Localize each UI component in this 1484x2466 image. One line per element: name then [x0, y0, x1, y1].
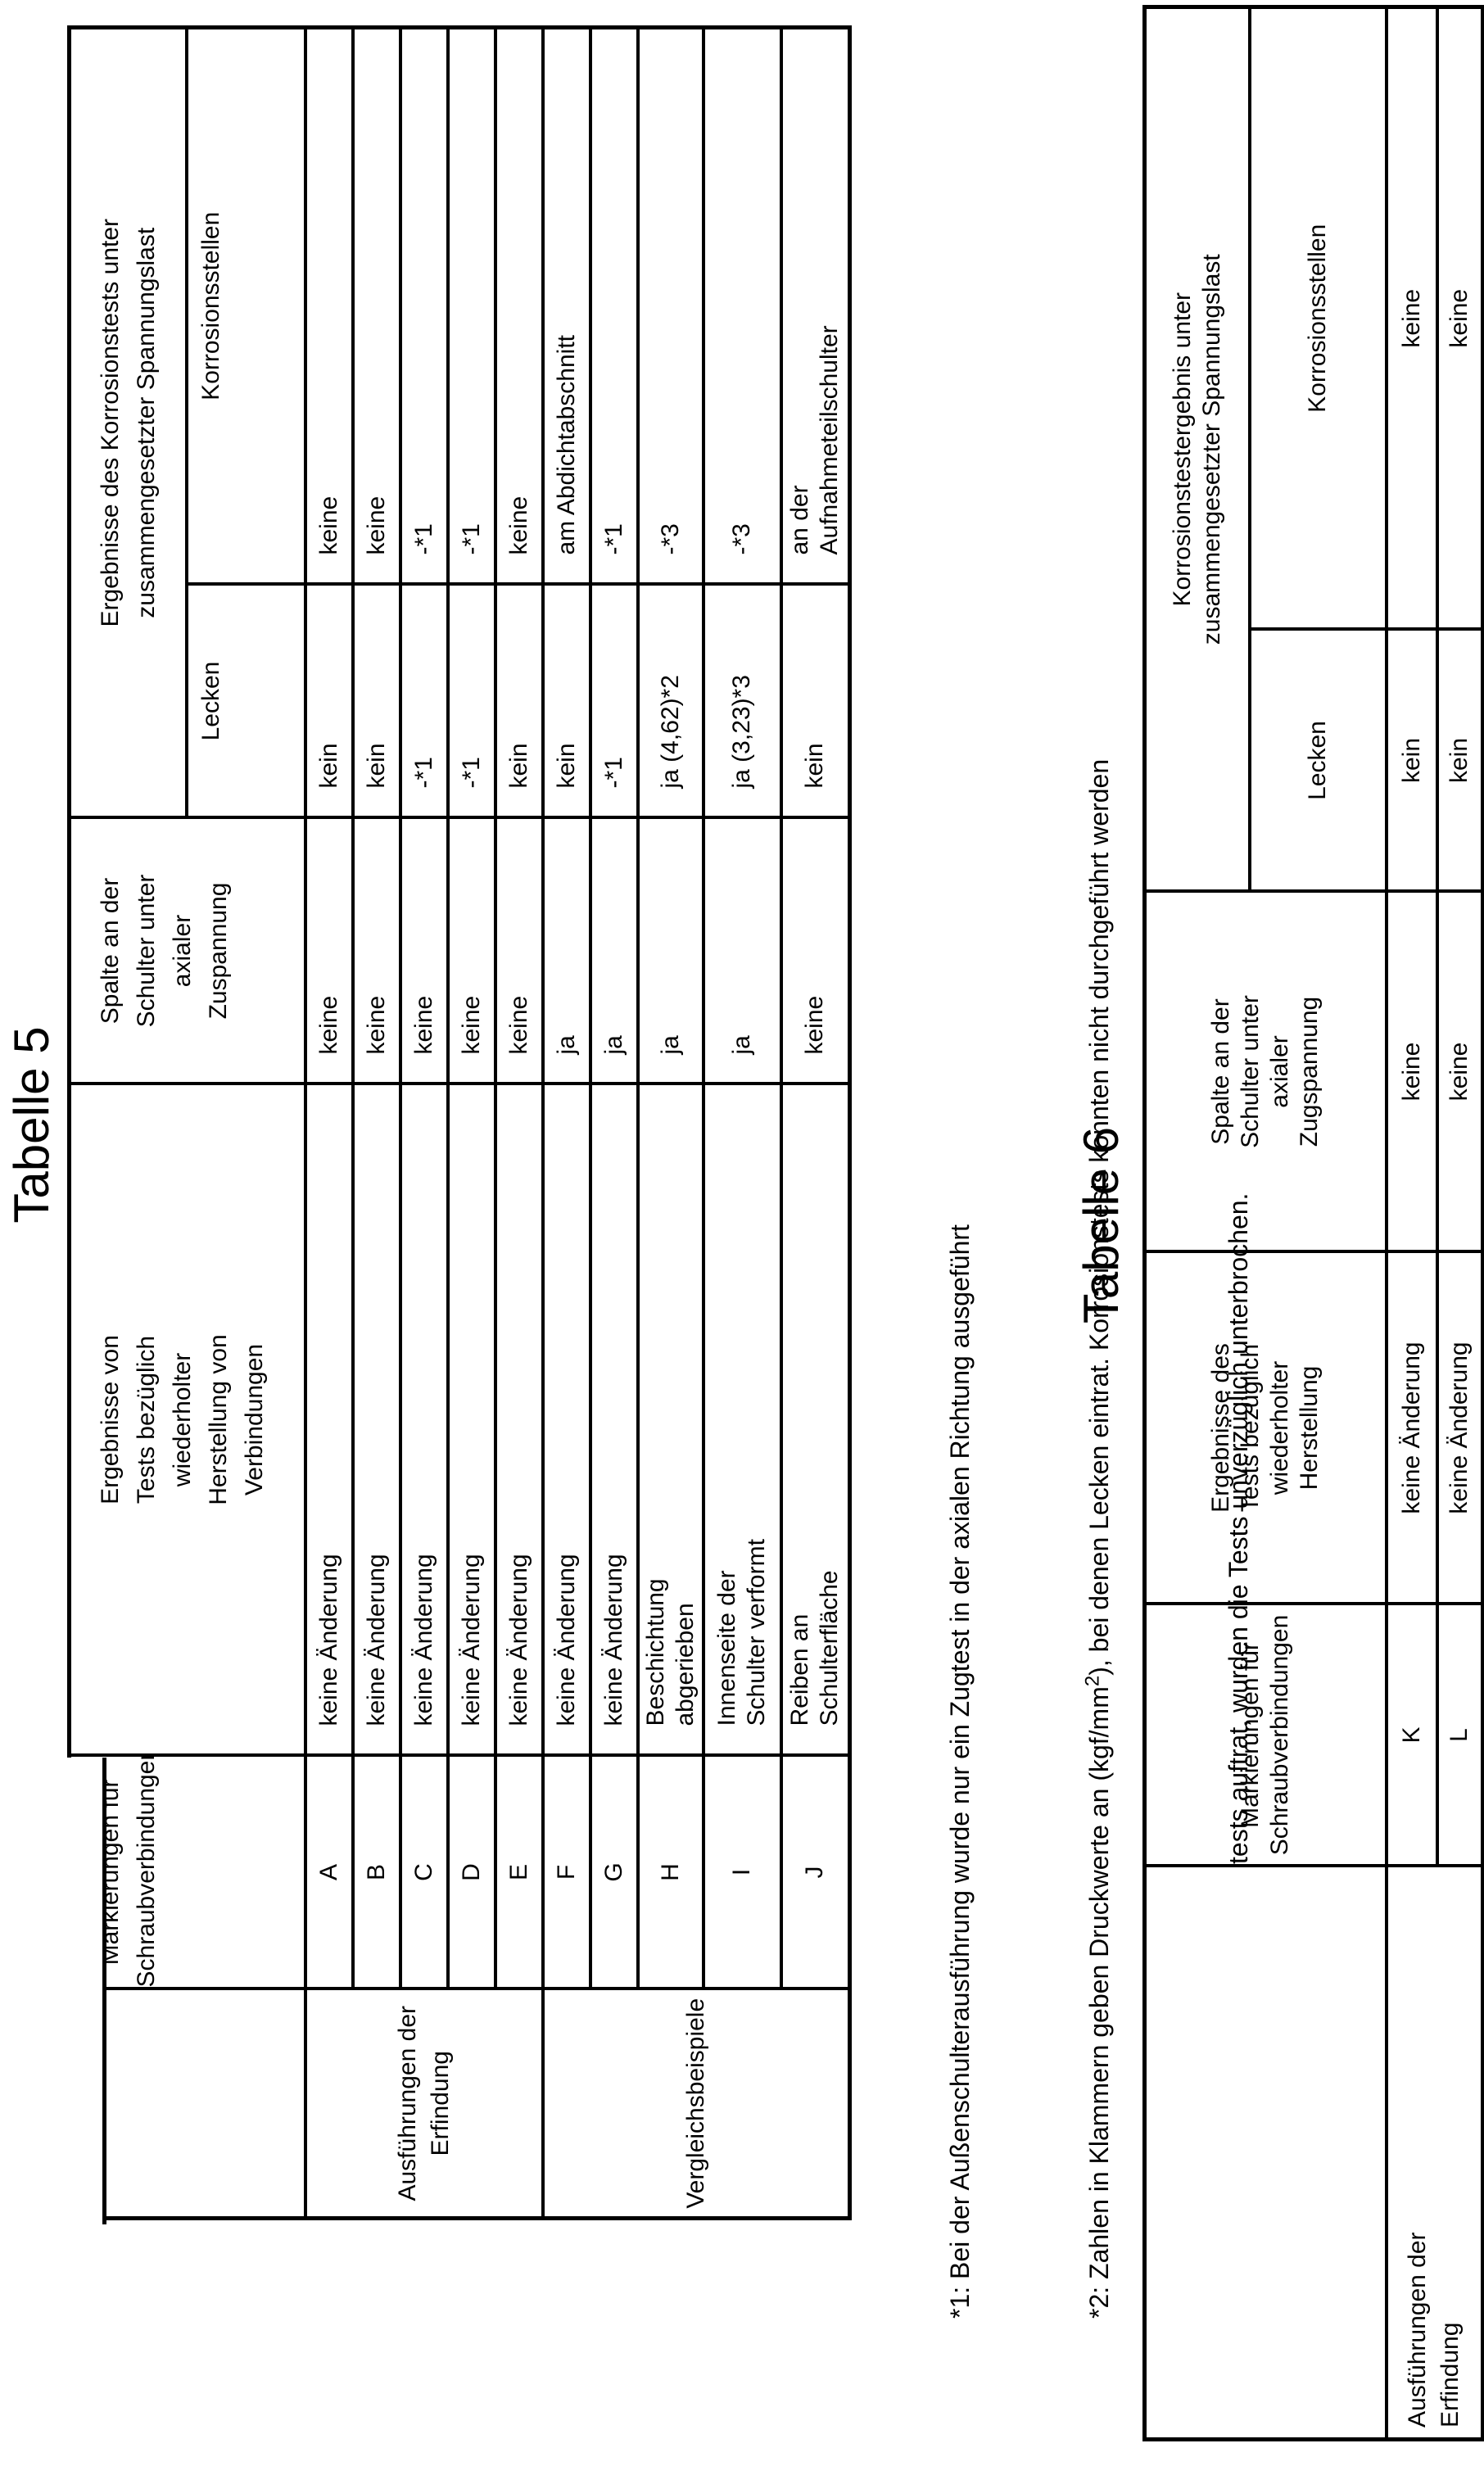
- table5-row-D: D keine Änderung keine -*1 -*1: [447, 27, 495, 2219]
- t5-header-leak: Lecken: [186, 584, 305, 818]
- t5-mark: G: [590, 1755, 638, 1989]
- t5-gap: keine: [352, 817, 400, 1084]
- t5-mark: J: [780, 1755, 850, 1989]
- t6-gap: keine: [1386, 891, 1437, 1252]
- t6-mark: K: [1386, 1604, 1437, 1866]
- table6-title: Tabelle 6: [1074, 1126, 1129, 1324]
- t6-header-sites: Korrosionsstellen: [1249, 7, 1387, 630]
- t5-mark: C: [400, 1755, 448, 1989]
- t5-mark: B: [352, 1755, 400, 1989]
- t6-leak: kein: [1386, 629, 1437, 892]
- t5-header-sites: Korrosionsstellen: [186, 27, 305, 585]
- t6-group-invention: Ausführungen der Erfindung: [1386, 1866, 1483, 2440]
- t5-sites: -*3: [637, 27, 704, 585]
- t5-sites: keine: [495, 27, 543, 585]
- t6-gap: keine: [1436, 891, 1483, 1252]
- t6-header-repeat-tests: Ergebnisse des Tests bezüglich wiederhol…: [1144, 1251, 1387, 1604]
- t5-gap: ja: [637, 817, 704, 1084]
- t6-header-markings: Markierungen für Schraubverbindungen: [1144, 1604, 1387, 1866]
- t5-leak: ja (4,62)*2: [637, 584, 704, 818]
- table-5: Markierungen für Schraubverbindungen Erg…: [67, 25, 852, 2220]
- footnote-1: *1: Bei der Außenschulterausführung wurd…: [945, 1224, 975, 2319]
- t5-sites: am Abdichtabschnitt: [542, 27, 590, 585]
- t5-sites: -*1: [447, 27, 495, 585]
- table6-header-row-1: Markierungen für Schraubverbindungen Erg…: [1144, 7, 1387, 2440]
- t5-repeat: keine Änderung: [495, 1084, 543, 1756]
- t6-header-leak: Lecken: [1249, 629, 1387, 892]
- t5-mark: H: [637, 1755, 704, 1989]
- t5-gap: ja: [703, 817, 781, 1084]
- t5-leak: kein: [352, 584, 400, 818]
- t5-mark: A: [305, 1755, 353, 1989]
- t5-mark: F: [542, 1755, 590, 1989]
- table5-row-J: J Reiben an Schulterfläche keine kein an…: [780, 27, 850, 2219]
- t5-leak: -*1: [400, 584, 448, 818]
- table5-row-C: C keine Änderung keine -*1 -*1: [400, 27, 448, 2219]
- t5-repeat: keine Änderung: [590, 1084, 638, 1756]
- table5-row-F: Vergleichsbeispiele F keine Änderung ja …: [542, 27, 850, 2219]
- t5-gap: ja: [542, 817, 590, 1084]
- table5-row-A: Ausführungen der Erfindung A keine Änder…: [305, 27, 543, 2219]
- t6-repeat: keine Änderung: [1436, 1251, 1483, 1604]
- table5-title: Tabelle 5: [4, 1026, 59, 1224]
- t5-repeat: keine Änderung: [400, 1084, 448, 1756]
- t5-gap: keine: [495, 817, 543, 1084]
- t5-repeat: keine Änderung: [447, 1084, 495, 1756]
- t5-gap: keine: [447, 817, 495, 1084]
- t5-header-repeat-tests: Ergebnisse von Tests bezüglich wiederhol…: [69, 1084, 305, 1756]
- t5-repeat: Reiben an Schulterfläche: [780, 1084, 850, 1756]
- t5-repeat: keine Änderung: [542, 1084, 590, 1756]
- table6-row-K: Ausführungen der Erfindung K keine Änder…: [1386, 7, 1483, 2440]
- t5-leak: kein: [495, 584, 543, 818]
- t5-gap: keine: [400, 817, 448, 1084]
- t5-sites: keine: [352, 27, 400, 585]
- table5-top-step: [61, 1758, 106, 2224]
- t5-gap: ja: [590, 817, 638, 1084]
- t5-mark: D: [447, 1755, 495, 1989]
- t5-leak: kein: [542, 584, 590, 818]
- t5-gap: keine: [305, 817, 353, 1084]
- t5-repeat: Innenseite der Schulter verformt: [703, 1084, 781, 1756]
- t5-mark: I: [703, 1755, 781, 1989]
- t5-header-corrosion-group: Ergebnisse des Korrosionstests unter zus…: [69, 27, 187, 818]
- table-6: Markierungen für Schraubverbindungen Erg…: [1142, 4, 1484, 2441]
- table5-row-H: H Beschichtung abgerieben ja ja (4,62)*2…: [637, 27, 704, 2219]
- t5-mark: E: [495, 1755, 543, 1989]
- t5-sites: -*1: [400, 27, 448, 585]
- t5-sites: -*1: [590, 27, 638, 585]
- t6-leak: kein: [1436, 629, 1483, 892]
- t5-sites: an der Aufnahmeteilschulter: [780, 27, 850, 585]
- t5-sites: keine: [305, 27, 353, 585]
- table5-row-E: E keine Änderung keine kein keine: [495, 27, 543, 2219]
- t5-repeat: Beschichtung abgerieben: [637, 1084, 704, 1756]
- t5-leak: kein: [780, 584, 850, 818]
- t5-group-comparative: Vergleichsbeispiele: [542, 1989, 850, 2219]
- t6-repeat: keine Änderung: [1386, 1251, 1437, 1604]
- t5-header-gap: Spalte an der Schulter unter axialer Zus…: [69, 817, 305, 1084]
- t5-leak: ja (3,23)*3: [703, 584, 781, 818]
- t6-mark: L: [1436, 1604, 1483, 1866]
- t6-header-corner: [1144, 1866, 1387, 2440]
- t5-group-invention: Ausführungen der Erfindung: [305, 1989, 543, 2219]
- t5-leak: -*1: [447, 584, 495, 818]
- t5-leak: kein: [305, 584, 353, 818]
- t6-sites: keine: [1386, 7, 1437, 630]
- t5-repeat: keine Änderung: [305, 1084, 353, 1756]
- t6-header-corrosion-group: Korrosionstestergebnis unter zusammenges…: [1144, 7, 1250, 892]
- table5-row-I: I Innenseite der Schulter verformt ja ja…: [703, 27, 781, 2219]
- t5-repeat: keine Änderung: [352, 1084, 400, 1756]
- table5-row-B: B keine Änderung keine kein keine: [352, 27, 400, 2219]
- t6-sites: keine: [1436, 7, 1483, 630]
- t5-gap: keine: [780, 817, 850, 1084]
- table5-row-G: G keine Änderung ja -*1 -*1: [590, 27, 638, 2219]
- t6-header-gap: Spalte an der Schulter unter axialer Zug…: [1144, 891, 1387, 1252]
- t5-leak: -*1: [590, 584, 638, 818]
- t5-sites: -*3: [703, 27, 781, 585]
